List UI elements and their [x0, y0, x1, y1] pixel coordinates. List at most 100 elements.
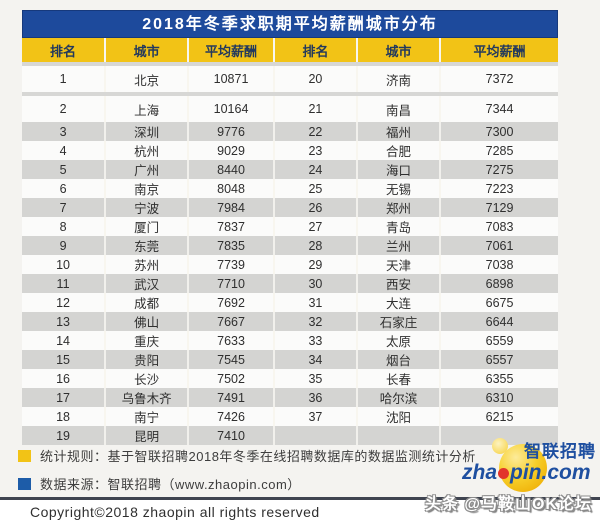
table-cell	[355, 426, 441, 445]
logo-red-dot-icon	[498, 468, 510, 479]
stat-rule-note: 统计规则：基于智联招聘2018年冬季在线招聘数据库的数据监测统计分析	[18, 446, 476, 465]
table-row: 11 武汉 7710 30 西安 6898	[22, 274, 558, 293]
table-cell: 7061	[439, 236, 558, 255]
copyright-bar	[0, 497, 600, 526]
table-row: 15 贵阳 7545 34 烟台 6557	[22, 350, 558, 369]
table-cell: 7038	[439, 255, 558, 274]
table-cell: 12	[22, 293, 106, 312]
copyright-text: Copyright©2018 zhaopin all rights reserv…	[30, 504, 320, 520]
table-cell: 7083	[439, 217, 558, 236]
table-cell: 30	[272, 274, 357, 293]
table-cell: 无锡	[355, 179, 441, 198]
table-cell: 34	[272, 350, 357, 369]
table-cell: 10871	[187, 62, 274, 94]
table-cell: 21	[272, 92, 357, 122]
table-row: 19 昆明 7410	[22, 426, 558, 445]
table-cell: 6559	[439, 331, 558, 350]
table-cell: 苏州	[104, 255, 189, 274]
table-cell: 2	[22, 92, 106, 122]
table-row: 10 苏州 7739 29 天津 7038	[22, 255, 558, 274]
table-cell: 7285	[439, 141, 558, 160]
column-header: 城市	[355, 38, 441, 64]
table-cell: 海口	[355, 160, 441, 179]
table-row: 18 南宁 7426 37 沈阳 6215	[22, 407, 558, 426]
table-cell: 大连	[355, 293, 441, 312]
logo-brand-cn: 智联招聘	[524, 442, 596, 461]
table-cell: 哈尔滨	[355, 388, 441, 407]
column-header: 排名	[272, 38, 357, 64]
column-header: 平均薪酬	[439, 38, 558, 64]
table-cell: 5	[22, 160, 106, 179]
table-cell: 14	[22, 331, 106, 350]
table-cell: 长沙	[104, 369, 189, 388]
blue-square-bullet-icon	[18, 477, 31, 490]
table-cell: 22	[272, 122, 357, 141]
table-cell: 6310	[439, 388, 558, 407]
yellow-square-bullet-icon	[18, 449, 31, 462]
table-cell: 25	[272, 179, 357, 198]
table-cell: 7837	[187, 217, 274, 236]
table-cell	[272, 426, 357, 445]
table-cell: 32	[272, 312, 357, 331]
table-cell: 6355	[439, 369, 558, 388]
table-row: 4 杭州 9029 23 合肥 7285	[22, 141, 558, 160]
table-cell: 东莞	[104, 236, 189, 255]
table-cell: 7	[22, 198, 106, 217]
table-cell: 7275	[439, 160, 558, 179]
table-cell: 6215	[439, 407, 558, 426]
table-row: 17 乌鲁木齐 7491 36 哈尔滨 6310	[22, 388, 558, 407]
table-row: 2 上海 10164 21 南昌 7344	[22, 92, 558, 122]
table-cell: 31	[272, 293, 357, 312]
table-cell: 19	[22, 426, 106, 445]
table-row: 8 厦门 7837 27 青岛 7083	[22, 217, 558, 236]
table-cell: 6557	[439, 350, 558, 369]
table-cell: 7984	[187, 198, 274, 217]
logo-yellow-circle-icon	[499, 444, 547, 492]
table-cell: 1	[22, 62, 106, 94]
table-cell: 29	[272, 255, 357, 274]
column-header: 排名	[22, 38, 106, 64]
column-header: 城市	[104, 38, 189, 64]
salary-table: 排名 城市 平均薪酬 排名 城市 平均薪酬 1 北京 10871 20 济南 7372 2 上海 1016…	[22, 38, 558, 445]
table-header-row: 排名 城市 平均薪酬 排名 城市 平均薪酬	[22, 38, 558, 64]
logo-en-prefix: zha	[462, 461, 498, 484]
table-cell: 郑州	[355, 198, 441, 217]
table-cell: 9776	[187, 122, 274, 141]
table-cell: 贵阳	[104, 350, 189, 369]
table-row: 5 广州 8440 24 海口 7275	[22, 160, 558, 179]
table-cell: 6898	[439, 274, 558, 293]
table-cell: 天津	[355, 255, 441, 274]
table-cell: 石家庄	[355, 312, 441, 331]
table-cell: 4	[22, 141, 106, 160]
stat-rule-text: 统计规则：基于智联招聘2018年冬季在线招聘数据库的数据监测统计分析	[40, 449, 476, 464]
table-cell: 15	[22, 350, 106, 369]
table-row: 16 长沙 7502 35 长春 6355	[22, 369, 558, 388]
table-row: 13 佛山 7667 32 石家庄 6644	[22, 312, 558, 331]
table-cell: 33	[272, 331, 357, 350]
table-cell: 9	[22, 236, 106, 255]
table-cell: 重庆	[104, 331, 189, 350]
table-cell: 37	[272, 407, 357, 426]
table-cell: 西安	[355, 274, 441, 293]
table-row: 14 重庆 7633 33 太原 6559	[22, 331, 558, 350]
table-cell: 南宁	[104, 407, 189, 426]
table-cell: 7300	[439, 122, 558, 141]
table-cell: 13	[22, 312, 106, 331]
table-cell: 7372	[439, 62, 558, 94]
table-row: 6 南京 8048 25 无锡 7223	[22, 179, 558, 198]
logo-en-suffix: pin.com	[510, 461, 591, 484]
table-cell: 成都	[104, 293, 189, 312]
table-cell: 杭州	[104, 141, 189, 160]
column-header: 平均薪酬	[187, 38, 274, 64]
table-row: 7 宁波 7984 26 郑州 7129	[22, 198, 558, 217]
table-row: 12 成都 7692 31 大连 6675	[22, 293, 558, 312]
table-cell: 7223	[439, 179, 558, 198]
table-cell: 7667	[187, 312, 274, 331]
table-cell: 兰州	[355, 236, 441, 255]
table-cell: 南昌	[355, 92, 441, 122]
table-cell: 广州	[104, 160, 189, 179]
table-cell: 合肥	[355, 141, 441, 160]
table-cell: 沈阳	[355, 407, 441, 426]
table-title: 2018年冬季求职期平均薪酬城市分布	[22, 10, 558, 38]
table-cell: 6	[22, 179, 106, 198]
